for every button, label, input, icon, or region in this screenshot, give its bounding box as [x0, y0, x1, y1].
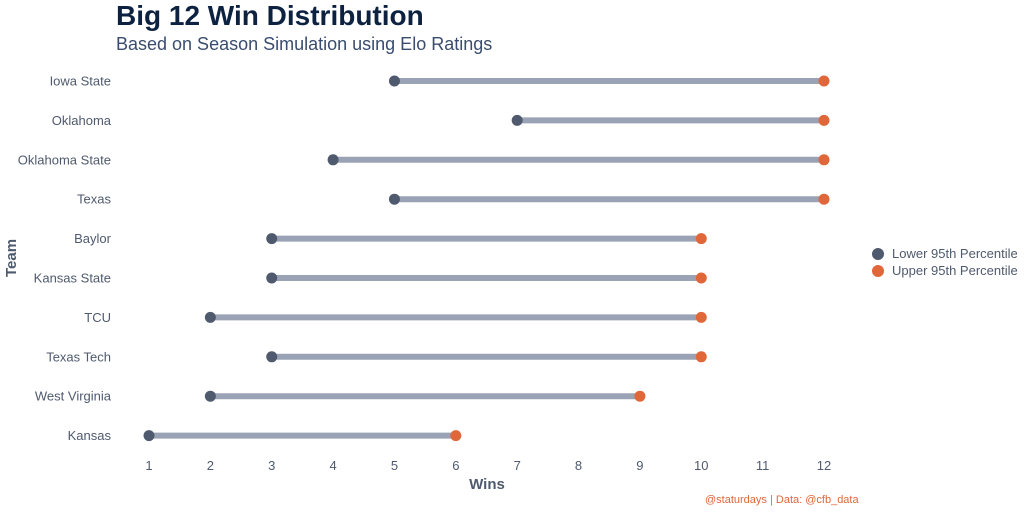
- x-tick-label-10: 10: [694, 458, 708, 473]
- x-axis-title: Wins: [469, 476, 505, 493]
- upper-point-kansas: [450, 430, 462, 442]
- legend-label-lower: Lower 95th Percentile: [892, 246, 1018, 261]
- source-caption: @staturdays | Data: @cfb_data: [705, 494, 859, 506]
- team-label-baylor: Baylor: [74, 231, 112, 246]
- x-tick-label-2: 2: [207, 458, 214, 473]
- x-axis-ticks: 1 2 3 4 5 6 7 8 9 10 11 12: [145, 458, 831, 473]
- upper-point-tcu: [695, 311, 707, 323]
- x-tick-label-4: 4: [329, 458, 336, 473]
- x-tick-label-11: 11: [756, 458, 770, 473]
- x-tick-label-12: 12: [817, 458, 831, 473]
- legend-swatch-upper: [872, 264, 884, 277]
- x-tick-label-8: 8: [575, 458, 582, 473]
- legend: Lower 95th Percentile Upper 95th Percent…: [872, 245, 1018, 279]
- legend-label-upper: Upper 95th Percentile: [892, 263, 1018, 278]
- legend-swatch-lower: [872, 247, 884, 260]
- x-tick-label-7: 7: [514, 458, 521, 473]
- lower-point-iowa-state: [388, 75, 400, 87]
- upper-point-kansas-state: [695, 272, 707, 284]
- lower-point-west-virginia: [204, 390, 216, 402]
- lower-point-texas: [388, 193, 400, 205]
- lower-point-kansas: [143, 430, 155, 442]
- upper-point-west-virginia: [634, 390, 646, 402]
- lower-point-tcu: [204, 311, 216, 323]
- chart-title: Big 12 Win Distribution: [116, 0, 424, 31]
- upper-point-texas: [818, 193, 830, 205]
- upper-point-iowa-state: [818, 75, 830, 87]
- x-tick-label-6: 6: [452, 458, 459, 473]
- team-label-west-virginia: West Virginia: [35, 389, 112, 404]
- upper-point-oklahoma: [818, 114, 830, 126]
- upper-point-texas-tech: [695, 351, 707, 363]
- x-tick-label-3: 3: [268, 458, 275, 473]
- team-label-tcu: TCU: [84, 310, 111, 325]
- lower-point-kansas-state: [266, 272, 278, 284]
- lower-point-oklahoma-state: [327, 154, 339, 166]
- upper-point-oklahoma-state: [818, 154, 830, 166]
- upper-point-baylor: [695, 233, 707, 245]
- team-label-kansas-state: Kansas State: [34, 271, 111, 286]
- team-label-oklahoma: Oklahoma: [52, 113, 112, 128]
- chart-subtitle: Based on Season Simulation using Elo Rat…: [116, 34, 493, 54]
- lower-point-oklahoma: [511, 114, 523, 126]
- team-label-texas-tech: Texas Tech: [46, 349, 111, 364]
- team-label-kansas: Kansas: [68, 428, 112, 443]
- x-tick-label-1: 1: [145, 458, 152, 473]
- chart-rows: Iowa State Oklahoma Oklahoma State Texas Bay…: [18, 74, 830, 443]
- x-tick-label-5: 5: [391, 458, 398, 473]
- y-axis-title: Team: [3, 239, 20, 277]
- legend-item-lower: Lower 95th Percentile: [872, 245, 1018, 262]
- legend-item-upper: Upper 95th Percentile: [872, 262, 1018, 279]
- team-label-texas: Texas: [77, 192, 111, 207]
- lower-point-texas-tech: [266, 351, 278, 363]
- x-tick-label-9: 9: [636, 458, 643, 473]
- lower-point-baylor: [266, 233, 278, 245]
- team-label-oklahoma-state: Oklahoma State: [18, 152, 111, 167]
- team-label-iowa-state: Iowa State: [50, 74, 111, 89]
